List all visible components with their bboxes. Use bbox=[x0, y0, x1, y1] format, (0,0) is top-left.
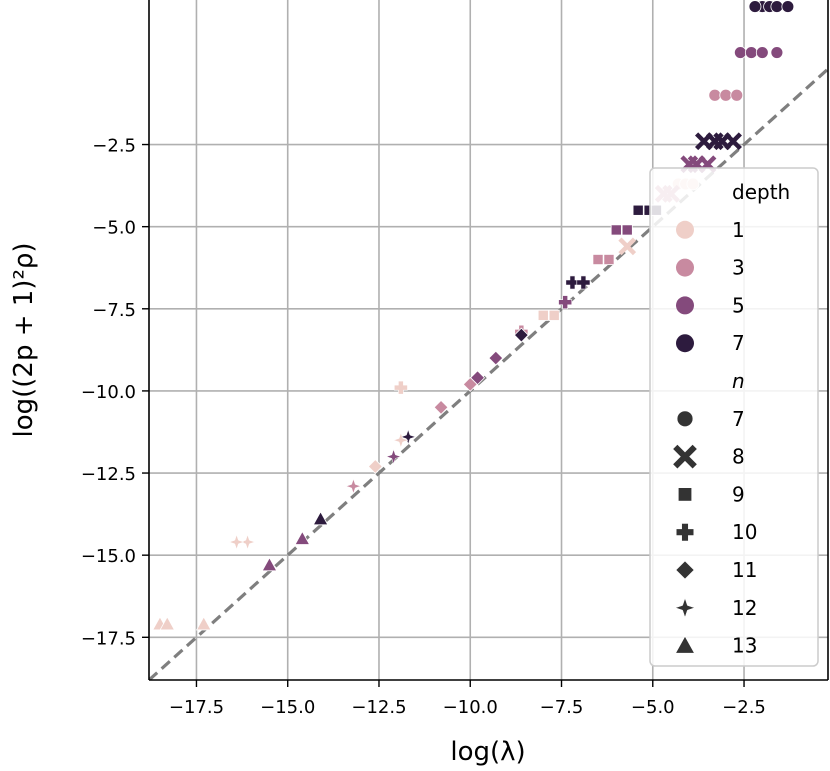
legend-hue-label: 1 bbox=[732, 218, 745, 242]
legend-marker bbox=[676, 410, 694, 428]
legend-hue-swatch bbox=[676, 220, 694, 239]
data-point bbox=[159, 616, 176, 631]
legend-hue-swatch bbox=[676, 334, 694, 353]
legend-style-label: 10 bbox=[732, 520, 757, 544]
data-point bbox=[695, 132, 713, 151]
x-tick-label: −7.5 bbox=[540, 697, 584, 718]
y-axis-ticks: −17.5 −15.0 −12.5 −10.0 −7.5 −5.0 −2.5 bbox=[81, 136, 149, 649]
legend-marker bbox=[673, 444, 697, 469]
legend-hue-label: 5 bbox=[732, 293, 745, 317]
x-tick-label: −10.0 bbox=[443, 697, 498, 718]
data-point bbox=[345, 478, 362, 495]
x-tick-label: −12.5 bbox=[351, 697, 406, 718]
data-point bbox=[312, 511, 329, 526]
data-point bbox=[195, 616, 212, 631]
legend-marker bbox=[677, 487, 693, 502]
y-axis-label: log((2p + 1)²ρ) bbox=[9, 242, 39, 437]
data-point bbox=[592, 254, 604, 266]
x-axis-label: log(λ) bbox=[450, 737, 525, 767]
data-point bbox=[385, 448, 402, 465]
x-tick-label: −2.5 bbox=[722, 697, 766, 718]
y-tick-label: −10.0 bbox=[81, 382, 136, 403]
legend-style-label: 9 bbox=[732, 482, 745, 506]
legend-marker bbox=[674, 597, 696, 619]
data-point bbox=[781, 0, 795, 13]
data-point bbox=[724, 132, 742, 151]
data-point bbox=[294, 530, 311, 545]
data-point bbox=[239, 534, 256, 551]
x-tick-label: −15.0 bbox=[260, 697, 315, 718]
x-axis-ticks: −17.5 −15.0 −12.5 −10.0 −7.5 −5.0 −2.5 bbox=[169, 680, 766, 718]
data-point bbox=[558, 295, 573, 310]
data-point bbox=[367, 459, 383, 474]
data-point bbox=[228, 534, 245, 551]
x-tick-label: −17.5 bbox=[169, 697, 224, 718]
legend-marker bbox=[675, 523, 695, 542]
legend-style-label: 7 bbox=[732, 407, 745, 431]
plot-frame bbox=[148, 0, 829, 681]
data-point bbox=[719, 88, 733, 102]
data-point bbox=[565, 275, 580, 290]
legend-marker bbox=[675, 560, 695, 580]
data-point bbox=[748, 0, 762, 13]
legend-hue-swatch bbox=[676, 258, 694, 277]
y-tick-label: −15.0 bbox=[81, 546, 136, 567]
y-tick-label: −2.5 bbox=[92, 136, 136, 157]
data-point bbox=[261, 557, 278, 572]
data-point bbox=[393, 380, 408, 395]
x-tick-label: −5.0 bbox=[631, 697, 675, 718]
data-point bbox=[488, 350, 504, 366]
legend-style-label: 11 bbox=[732, 558, 757, 582]
data-point bbox=[730, 88, 744, 102]
legend-style-label: 12 bbox=[732, 596, 757, 620]
legend-hue-label: 7 bbox=[732, 331, 745, 355]
y-tick-label: −17.5 bbox=[81, 628, 136, 649]
data-point bbox=[618, 237, 637, 256]
data-point bbox=[755, 46, 769, 59]
data-point bbox=[400, 428, 417, 445]
y-tick-label: −7.5 bbox=[92, 300, 136, 321]
data-point bbox=[632, 204, 644, 216]
y-tick-label: −5.0 bbox=[92, 218, 136, 239]
data-point bbox=[470, 370, 486, 386]
data-point bbox=[462, 376, 478, 392]
data-point bbox=[713, 132, 732, 151]
legend-style-label: 13 bbox=[732, 634, 757, 658]
legend-hue-title: depth bbox=[732, 180, 790, 204]
data-point bbox=[537, 309, 549, 321]
data-point bbox=[576, 275, 591, 290]
legend-box bbox=[649, 167, 819, 667]
legend-marker bbox=[674, 635, 696, 654]
legend-hue-label: 3 bbox=[732, 256, 745, 280]
data-point bbox=[770, 46, 784, 59]
data-point bbox=[548, 309, 560, 321]
y-tick-label: −12.5 bbox=[81, 464, 136, 485]
data-point bbox=[621, 224, 633, 236]
data-point bbox=[433, 399, 449, 415]
legend-hue-swatch bbox=[676, 296, 694, 315]
data-point bbox=[744, 46, 758, 59]
legend-style-title: n bbox=[732, 369, 745, 393]
data-point bbox=[513, 327, 529, 343]
data-point bbox=[770, 0, 784, 13]
legend-style-label: 8 bbox=[732, 445, 745, 469]
data-point bbox=[603, 254, 615, 266]
data-point bbox=[610, 224, 622, 236]
data-point bbox=[733, 46, 747, 59]
data-point bbox=[392, 432, 409, 449]
data-point bbox=[708, 88, 722, 102]
